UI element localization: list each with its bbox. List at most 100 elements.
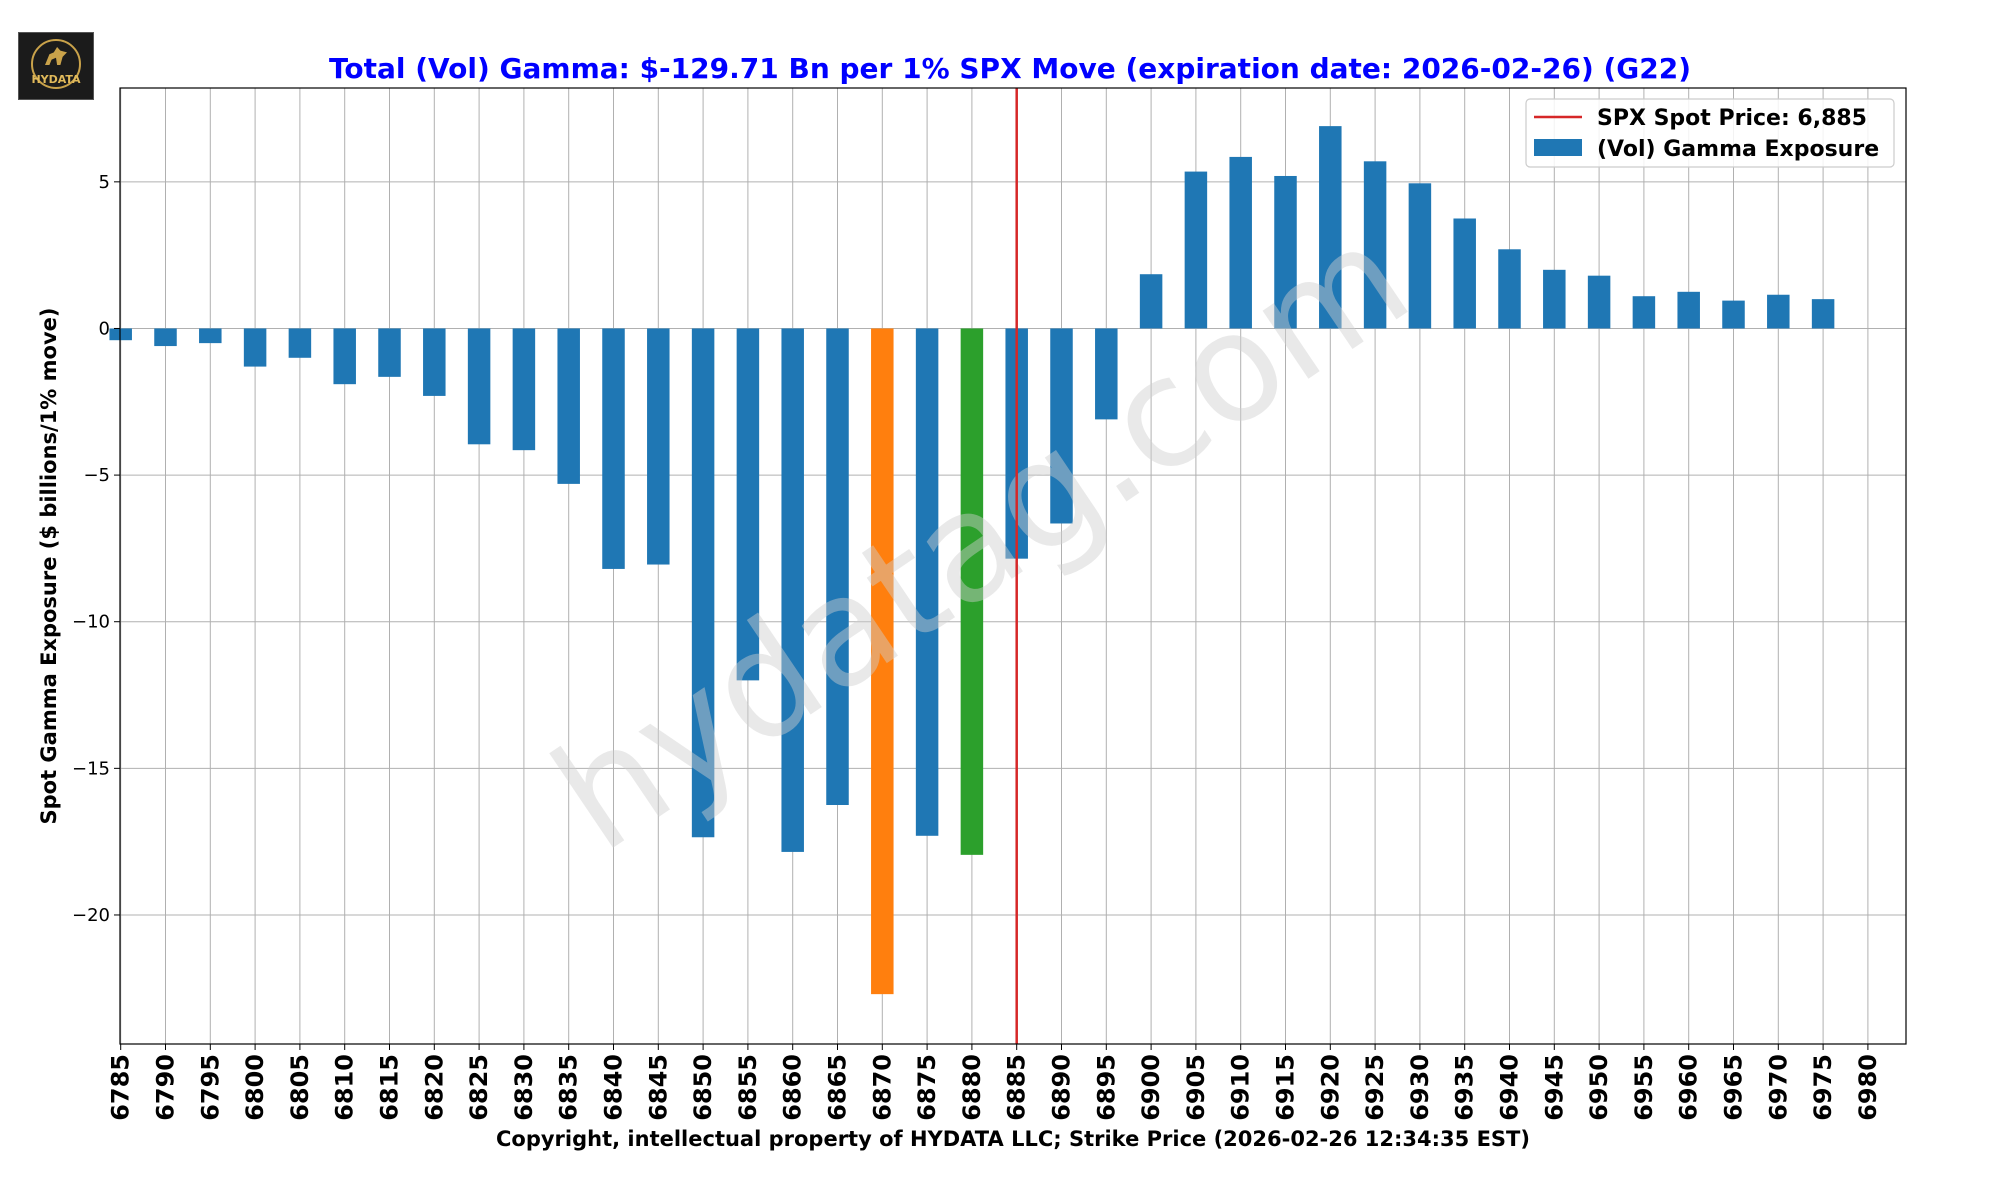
x-tick-label: 6835 [555, 1054, 583, 1121]
x-axis-label: Copyright, intellectual property of HYDA… [496, 1127, 1530, 1151]
x-tick-label: 6785 [107, 1054, 135, 1121]
x-tick-label: 6940 [1496, 1054, 1524, 1121]
grid-lines [120, 88, 1906, 1044]
x-tick-label: 6855 [734, 1054, 762, 1121]
x-tick-label: 6935 [1451, 1054, 1479, 1121]
x-tick-label: 6860 [779, 1054, 807, 1121]
x-tick-label: 6820 [420, 1054, 448, 1121]
legend-bar-label: (Vol) Gamma Exposure [1597, 137, 1879, 162]
x-tick-label: 6905 [1182, 1054, 1210, 1121]
x-tick-label: 6850 [689, 1054, 717, 1121]
x-tick-label: 6885 [1003, 1054, 1031, 1121]
x-tick-label: 6925 [1361, 1054, 1389, 1121]
legend-spot-label: SPX Spot Price: 6,885 [1597, 106, 1867, 131]
plot-frame [119, 87, 1907, 1045]
x-tick-label: 6930 [1406, 1054, 1434, 1121]
bar-6935 [1453, 218, 1476, 329]
bar-6870 [871, 328, 894, 995]
bar-6800 [243, 328, 267, 367]
bar-6805 [288, 328, 312, 358]
bar-6930 [1408, 183, 1432, 329]
bar-6820 [423, 328, 446, 396]
bar-6910 [1229, 156, 1252, 329]
legend: SPX Spot Price: 6,885 (Vol) Gamma Exposu… [1525, 98, 1895, 168]
x-tick-label: 6965 [1720, 1054, 1748, 1121]
y-tick-label: −5 [83, 465, 110, 486]
x-tick-label: 6865 [824, 1054, 852, 1121]
y-tick-label: −20 [72, 905, 110, 926]
bar-6960 [1677, 291, 1700, 329]
x-tick-label: 6840 [600, 1054, 628, 1121]
bar-6890 [1050, 328, 1073, 524]
logo-ring [31, 39, 81, 89]
bar-series [109, 126, 1835, 995]
bar-6785 [109, 328, 132, 341]
chart-title: Total (Vol) Gamma: $-129.71 Bn per 1% SP… [329, 52, 1691, 85]
x-tick-label: 6975 [1809, 1054, 1837, 1121]
bar-6925 [1363, 161, 1387, 329]
x-tick-label: 6870 [868, 1054, 896, 1121]
bar-6875 [915, 328, 939, 836]
x-tick-label: 6900 [1137, 1054, 1165, 1121]
bar-6810 [333, 328, 356, 385]
y-tick-label: −15 [72, 758, 110, 779]
bar-6945 [1543, 269, 1566, 329]
legend-box [1525, 98, 1895, 168]
bar-6845 [647, 328, 670, 565]
x-tick-label: 6980 [1854, 1054, 1882, 1121]
x-tick-label: 6845 [644, 1054, 672, 1121]
x-axis-ticks: 6785 6790 6795 6800 6805 6810 6815 6820 6825 6830… [107, 1044, 1882, 1121]
bar-6950 [1587, 275, 1611, 329]
x-tick-label: 6920 [1316, 1054, 1344, 1121]
bar-6895 [1095, 328, 1118, 420]
bar-6915 [1274, 175, 1297, 329]
y-tick-label: −10 [72, 612, 110, 633]
y-tick-label: 5 [99, 172, 110, 193]
bar-6920 [1319, 126, 1342, 329]
bar-6840 [602, 328, 625, 569]
x-tick-label: 6955 [1630, 1054, 1658, 1121]
x-tick-label: 6825 [465, 1054, 493, 1121]
y-axis-label: Spot Gamma Exposure ($ billions/1% move) [37, 308, 61, 825]
x-tick-label: 6795 [196, 1054, 224, 1121]
bar-6815 [378, 328, 401, 377]
bar-6940 [1498, 249, 1521, 329]
bar-6965 [1722, 300, 1745, 329]
bar-6970 [1767, 294, 1790, 329]
y-tick-label: 0 [99, 318, 110, 339]
hydata-logo: HYDATA [18, 32, 94, 100]
bar-6900 [1139, 274, 1163, 329]
x-tick-label: 6970 [1764, 1054, 1792, 1121]
x-tick-label: 6875 [913, 1054, 941, 1121]
x-tick-label: 6815 [376, 1054, 404, 1121]
x-tick-label: 6910 [1227, 1054, 1255, 1121]
bar-6830 [512, 328, 536, 451]
bar-6860 [781, 328, 804, 852]
x-tick-label: 6950 [1585, 1054, 1613, 1121]
x-tick-label: 6805 [286, 1054, 314, 1121]
bar-6975 [1811, 299, 1835, 329]
x-tick-label: 6945 [1540, 1054, 1568, 1121]
x-tick-label: 6890 [1048, 1054, 1076, 1121]
x-tick-label: 6895 [1092, 1054, 1120, 1121]
bar-6790 [154, 328, 177, 347]
bar-6855 [736, 328, 760, 681]
y-axis-ticks: 5 0 −5 −10 −15 −20 [72, 172, 120, 926]
bar-6835 [557, 328, 580, 484]
x-tick-label: 6915 [1272, 1054, 1300, 1121]
x-tick-label: 6800 [241, 1054, 269, 1121]
bar-6880 [960, 328, 984, 855]
x-tick-label: 6810 [331, 1054, 359, 1121]
logo-text: HYDATA [31, 73, 81, 86]
bar-6850 [691, 328, 715, 838]
bar-6905 [1184, 171, 1208, 329]
x-tick-label: 6830 [510, 1054, 538, 1121]
bar-6825 [467, 328, 491, 445]
x-tick-label: 6960 [1675, 1054, 1703, 1121]
legend-bar-swatch [1534, 139, 1582, 156]
x-tick-label: 6790 [152, 1054, 180, 1121]
bar-6955 [1632, 296, 1656, 329]
bar-6795 [199, 328, 222, 344]
x-tick-label: 6880 [958, 1054, 986, 1121]
